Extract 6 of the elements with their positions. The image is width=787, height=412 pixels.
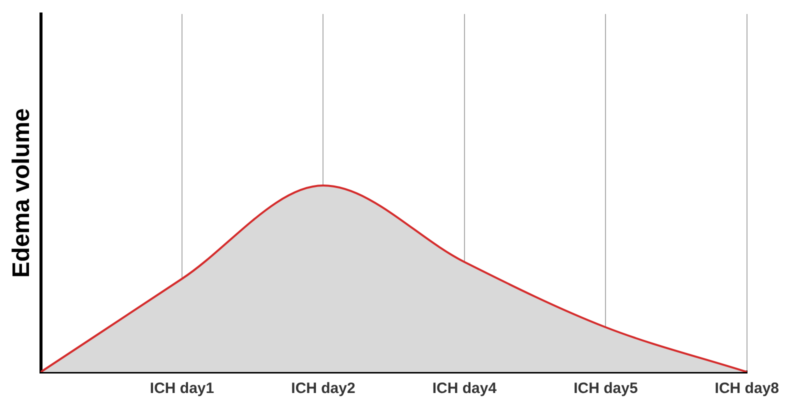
x-tick-label: ICH day1 [150,380,214,398]
x-tick-label: ICH day2 [291,380,356,398]
x-tick-label: ICH day8 [714,380,780,398]
x-tick-label: ICH day5 [574,380,638,398]
y-axis-title: Edema volume [8,108,36,278]
x-tick-label: ICH day4 [432,380,498,398]
